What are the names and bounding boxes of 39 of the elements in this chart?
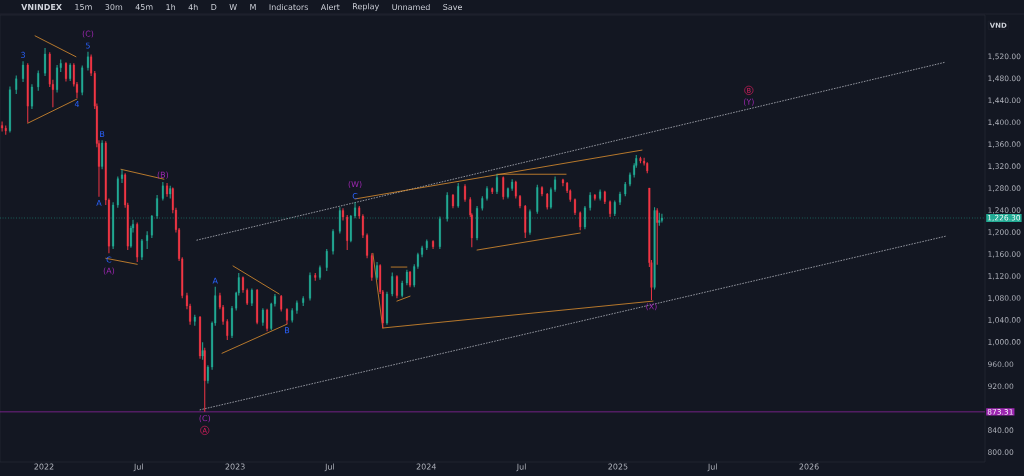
x-tick-label: 2023 xyxy=(225,463,245,470)
text: D xyxy=(211,4,217,10)
chart-title: VNINDEX xyxy=(21,4,62,10)
annotation: 5 xyxy=(86,42,90,49)
x-tick-label: Jul xyxy=(133,463,143,472)
annotation: (A) xyxy=(103,267,115,275)
text: Unnamed xyxy=(392,3,430,11)
annotation: B xyxy=(100,131,105,137)
x-tick-label: 2022 xyxy=(34,463,54,470)
annotation: A xyxy=(212,277,218,284)
annotation: 3 xyxy=(21,51,25,58)
annotation: (B) xyxy=(157,171,169,179)
text: Replay xyxy=(353,3,380,11)
text: 30m xyxy=(105,3,123,11)
text: M xyxy=(250,4,256,10)
annotation: (Y) xyxy=(743,98,754,106)
text: Save xyxy=(443,3,462,11)
x-tick-label: Jul xyxy=(324,463,334,472)
text: Alert xyxy=(320,3,340,11)
text: 1h xyxy=(166,3,176,11)
text: 4h xyxy=(188,3,198,11)
x-tick-label: 2026 xyxy=(799,463,819,470)
annotation: B xyxy=(285,327,290,334)
text: Indicators xyxy=(269,3,308,11)
x-tick-label: Jul xyxy=(516,463,526,472)
annotation: A xyxy=(96,199,102,206)
x-tick-label: Jul xyxy=(707,463,717,472)
annotation: (C) xyxy=(199,415,210,423)
annotation: (W) xyxy=(348,180,362,189)
x-tick-label: 2025 xyxy=(608,463,628,470)
text: 15m xyxy=(75,4,92,10)
x-tick-label: 2024 xyxy=(416,463,436,470)
text: 45m xyxy=(135,4,153,10)
annotation: (X) xyxy=(646,303,657,311)
annotation: 4 xyxy=(74,101,80,107)
annotation: (C) xyxy=(82,30,94,38)
annotation: C xyxy=(352,193,358,200)
text: W xyxy=(229,4,237,10)
annotation: C xyxy=(106,256,112,263)
